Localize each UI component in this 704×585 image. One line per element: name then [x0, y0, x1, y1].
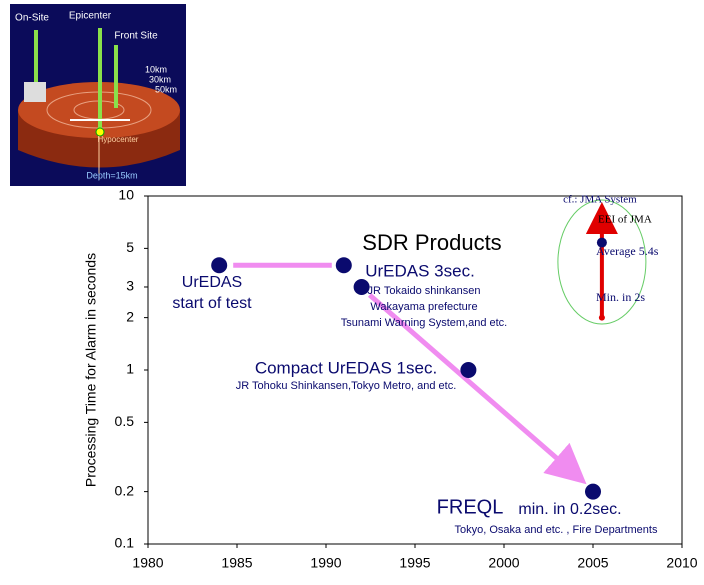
diagram-label: Hypocenter [98, 135, 139, 144]
x-tick-label: 2000 [488, 555, 519, 571]
y-tick-label: 0.1 [115, 535, 135, 551]
trend-arrow [367, 293, 587, 485]
x-tick-label: 1985 [221, 555, 252, 571]
y-tick-label: 0.2 [115, 482, 135, 498]
y-axis-label: Processing Time for Alarm in seconds [83, 253, 99, 487]
y-tick-label: 3 [126, 278, 134, 294]
earthquake-diagram [10, 4, 186, 186]
x-tick-label: 1980 [132, 555, 163, 571]
diagram-label: 30km [149, 74, 171, 84]
annotation: Wakayama prefecture [370, 301, 477, 313]
diagram-label: Front Site [114, 31, 158, 42]
annotation: EEI of JMA [598, 214, 652, 226]
data-point [353, 278, 370, 295]
diagram-label: Epicenter [69, 11, 112, 22]
data-point [335, 257, 352, 274]
chart-title: SDR Products [362, 230, 501, 255]
y-tick-label: 10 [118, 187, 134, 203]
annotation: start of test [172, 295, 252, 312]
diagram-label: 10km [145, 64, 167, 74]
diagram-label: Depth=15km [86, 170, 137, 180]
y-tick-label: 0.5 [115, 413, 135, 429]
annotation: min. in 0.2sec. [518, 501, 621, 518]
x-tick-label: 1990 [310, 555, 341, 571]
x-tick-label: 2010 [666, 555, 697, 571]
annotation: JR Tokaido shinkansen [368, 285, 481, 297]
annotation: UrEDAS [182, 274, 242, 291]
y-tick-label: 2 [126, 308, 134, 324]
annotation: Average 5.4s [596, 244, 659, 258]
jma-point [598, 314, 605, 321]
data-point [460, 362, 477, 378]
legend-label: cf.: JMA System [563, 194, 637, 206]
y-tick-label: 5 [126, 239, 134, 255]
diagram-label: On-Site [15, 13, 49, 24]
annotation: Compact UrEDAS 1sec. [255, 358, 437, 377]
annotation: Min. in 2s [596, 290, 645, 304]
data-point [585, 483, 601, 500]
annotation: FREQL [437, 496, 504, 518]
x-tick-label: 2005 [577, 555, 608, 571]
annotation: UrEDAS 3sec. [365, 261, 475, 280]
data-point [211, 257, 228, 274]
y-tick-label: 1 [126, 361, 134, 377]
jma-outline [557, 199, 647, 325]
x-tick-label: 1995 [399, 555, 430, 571]
diagram-label: 50km [155, 84, 177, 94]
annotation: Tsunami Warning System,and etc. [341, 317, 508, 329]
annotation: Tokyo, Osaka and etc. , Fire Departments [455, 524, 658, 536]
annotation: JR Tohoku Shinkansen,Tokyo Metro, and et… [236, 380, 457, 392]
jma-point [596, 237, 607, 248]
